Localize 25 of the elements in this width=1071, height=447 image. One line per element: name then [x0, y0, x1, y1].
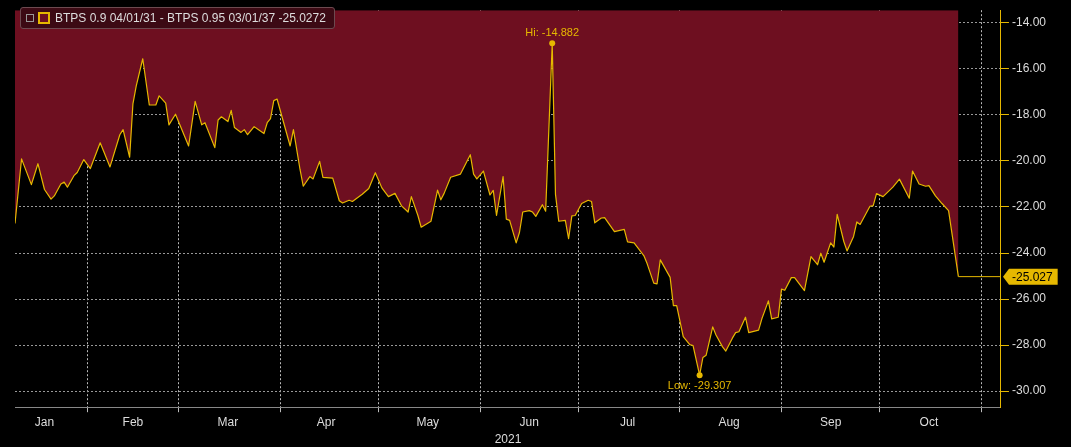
x-tick-label: Apr: [316, 414, 336, 429]
annotation: Hi: -14.882: [525, 25, 580, 38]
ref-line-label: -25.027: [1011, 269, 1053, 284]
y-tick-label: -24.00: [1011, 245, 1047, 260]
annotation: Low: -29.307: [667, 378, 732, 391]
y-tick-label: -14.00: [1011, 15, 1047, 30]
x-tick-label: Mar: [217, 414, 239, 429]
x-tick-label: Jun: [519, 414, 539, 429]
x-tick-label: Oct: [919, 414, 939, 429]
x-tick-label: Feb: [122, 414, 144, 429]
x-tick-label: Aug: [718, 414, 740, 429]
y-tick-label: -20.00: [1011, 153, 1047, 168]
y-tick-label: -30.00: [1011, 383, 1047, 398]
y-tick-label: -26.00: [1011, 291, 1047, 306]
y-tick-label: -18.00: [1011, 107, 1047, 122]
x-tick-label: Jul: [619, 414, 636, 429]
x-tick-label: Jan: [34, 414, 55, 429]
y-tick-label: -16.00: [1011, 61, 1047, 76]
x-tick-label: May: [416, 414, 440, 429]
y-tick-label: -28.00: [1011, 337, 1047, 352]
y-tick-label: -22.00: [1011, 199, 1047, 214]
legend: BTPS 0.9 04/01/31 - BTPS 0.95 03/01/37 -25.0272: [20, 7, 335, 29]
x-tick-label: Sep: [819, 414, 842, 429]
series-label: BTPS 0.9 04/01/31 - BTPS 0.95 03/01/37 -25.0272: [55, 11, 326, 25]
x-axis-title: 2021: [494, 432, 522, 447]
